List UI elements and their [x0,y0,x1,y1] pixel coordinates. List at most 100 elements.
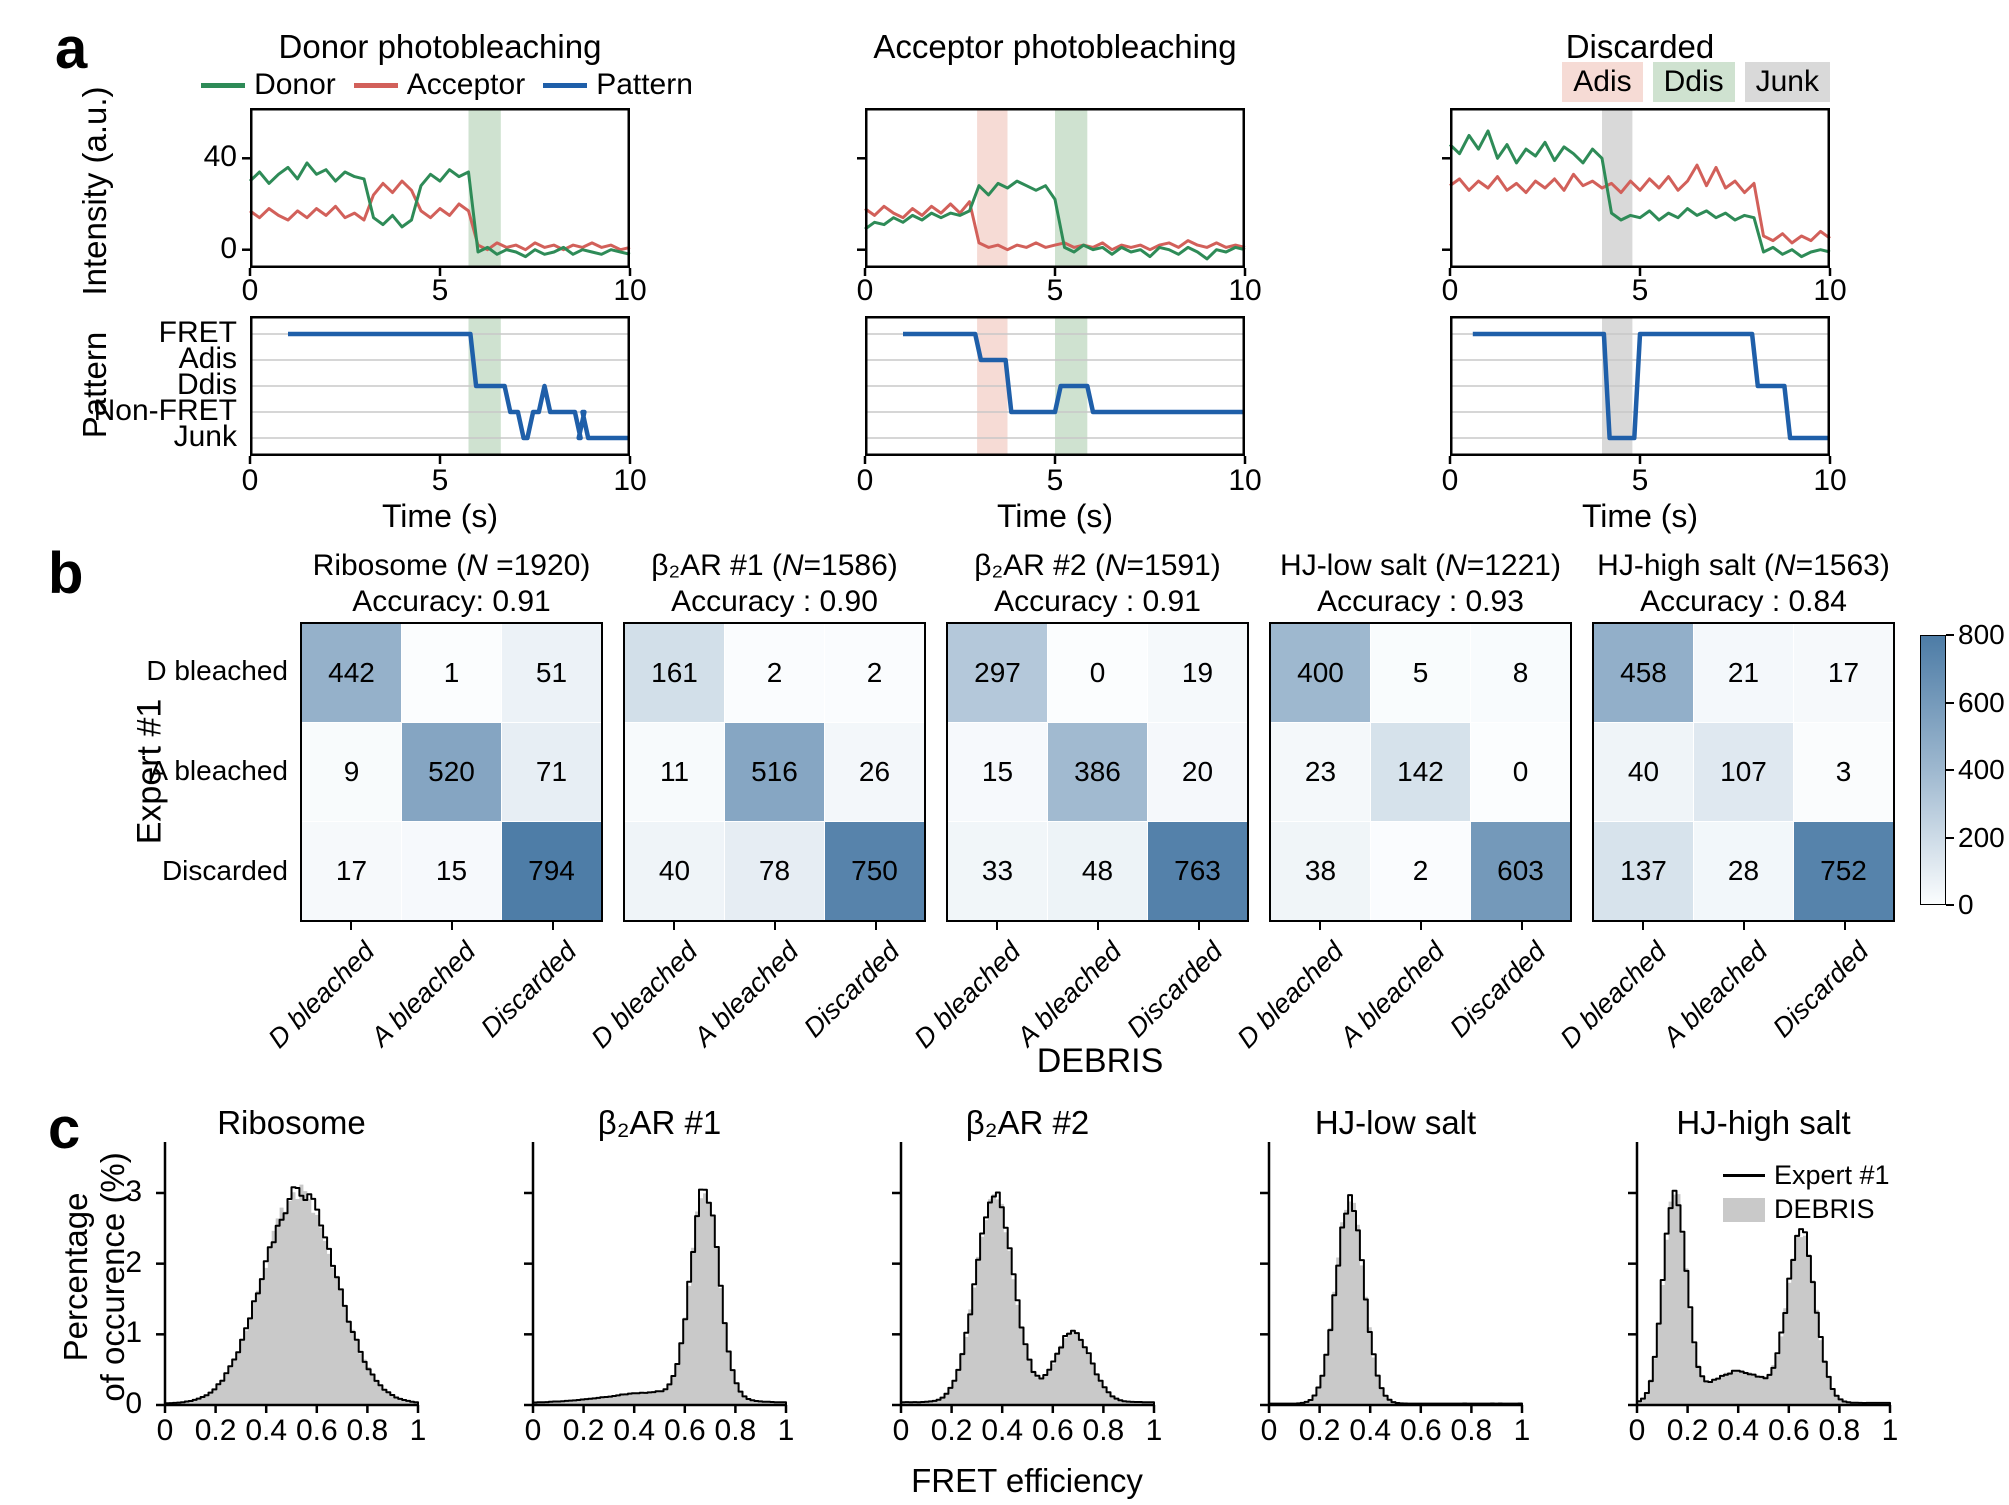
col-tick [551,922,554,930]
intensity-x-tick-label: 0 [856,274,874,307]
pattern-x-tick-label: 10 [613,464,647,497]
expert1-histogram-outline [900,1191,1155,1405]
expert1-line-swatch [1723,1174,1765,1177]
highlight-band [468,109,501,267]
pattern-level-label: Junk [173,420,237,453]
highlight-band [1055,109,1088,267]
pattern-x-tick-label: 10 [1228,464,1262,497]
histogram-x-tick-label: 0.4 [245,1414,288,1447]
pattern-trace [903,331,1245,415]
matrix-cell: 2 [1371,822,1470,920]
matrix-cell: 752 [1794,822,1893,920]
matrix-cell: 71 [502,723,601,821]
donor-trace [864,179,1246,261]
matrix-accuracy: Accuracy : 0.90 [671,585,878,618]
histogram-x-tick-label: 0 [1628,1414,1646,1447]
col-tick [995,922,998,930]
matrix-title-text: =1563) [1795,549,1890,582]
matrix-cell: 11 [625,723,724,821]
debris-histogram-fill [901,1194,1154,1405]
matrix-cell: 3 [1794,723,1893,821]
matrix-cell: 15 [402,822,501,920]
badge-ddis: Ddis [1652,62,1735,102]
panel-b-label: b [48,541,84,606]
panel-c-label: c [48,1096,81,1161]
pattern-plot-0 [248,316,632,464]
histogram-x-tick-label: 0.6 [295,1414,338,1447]
legend-label-donor: Donor [254,68,336,101]
matrix-cell: 33 [948,822,1047,920]
confusion-matrix-1: 161 2 2 11 516 26 40 78 750 [623,622,926,922]
matrix-cell: 1 [402,624,501,722]
matrix-cell: 9 [302,723,401,821]
matrix-cell: 23 [1271,723,1370,821]
colorbar-tick-label: 400 [1958,754,2005,785]
matrix-cell: 0 [1048,624,1147,722]
histogram-title: Ribosome [217,1104,366,1141]
histogram-x-tick-label: 0.6 [1767,1414,1810,1447]
histogram-y-tick-label: 3 [125,1174,142,1208]
acceptor-line-swatch [353,82,398,88]
matrix-cell: 794 [502,822,601,920]
col-tick [874,922,877,930]
plot-column-2: Discarded 0 5 10 0 5 10 Time (s) [1442,28,1847,540]
pattern-line-swatch [543,82,588,88]
matrix-accuracy: Accuracy : 0.84 [1640,585,1847,618]
row-tick-label: Discarded [161,855,288,886]
debris-histogram-fill [1269,1201,1522,1405]
expert1-histogram-outline [164,1186,419,1405]
colorbar-tick-label: 800 [1958,619,2005,650]
pattern-trace [1472,331,1830,441]
histogram-x-tick-label: 0.4 [1717,1414,1760,1447]
pattern-x-tick-label: 5 [1046,464,1064,497]
trace-legend: Donor Acceptor Pattern [201,68,693,102]
plot-border [865,316,1245,456]
matrix-cell: 51 [502,624,601,722]
histogram-x-tick-label: 0.2 [194,1414,237,1447]
matrix-cell: 458 [1594,624,1693,722]
histogram-x-tick-label: 0.4 [613,1414,656,1447]
histogram-x-tick-label: 0.8 [1818,1414,1861,1447]
matrix-title: HJ-low salt (N=1221) [1229,549,1612,583]
debris-histogram-fill [165,1184,418,1405]
expert1-histogram-outline [1636,1189,1891,1405]
intensity-x-tick-label: 10 [613,274,647,307]
histogram-x-tick-label: 0.2 [930,1414,973,1447]
col-tick [1318,922,1321,930]
col-tick [1096,922,1099,930]
matrix-cell: 21 [1694,624,1793,722]
matrix-cell: 386 [1048,723,1147,821]
plot-title: Donor photobleaching [278,28,602,65]
colorbar-tick [1946,836,1954,839]
col-tick [1197,922,1200,930]
expert1-histogram-outline [532,1188,787,1405]
badge-adis: Adis [1562,62,1643,102]
acceptor-trace [1449,163,1831,245]
matrix-cell: 107 [1694,723,1793,821]
histogram-x-tick-label: 1 [777,1414,795,1447]
intensity-x-tick-label: 0 [1441,274,1459,307]
matrix-cell: 38 [1271,822,1370,920]
pattern-plot-1 [863,316,1247,464]
plot-column-0: Donor photobleaching 0 5 10 0 5 10 Time (s) [242,28,647,540]
confusion-matrix-0: 442 1 51 9 520 71 17 15 794 [300,622,603,922]
histogram-title: β₂AR #1 [597,1104,722,1141]
pattern-x-tick-label: 0 [241,464,259,497]
matrix-cell: 750 [825,822,924,920]
matrix-cell: 400 [1271,624,1370,722]
col-tick [773,922,776,930]
colorbar-tick [1946,904,1954,906]
histogram-x-tick-label: 0 [524,1414,542,1447]
matrix-title-text: β₂AR #2 ( [974,549,1105,582]
histogram-title: β₂AR #2 [965,1104,1090,1141]
acceptor-trace [864,200,1246,252]
histogram-plot-2 [892,1142,1156,1413]
col-tick [349,922,352,930]
histogram-legend: Expert #1 DEBRIS [1723,1160,1890,1228]
histogram-x-tick-label: 0.6 [1399,1414,1442,1447]
legend-label-acceptor: Acceptor [406,68,526,101]
legend-label-pattern: Pattern [596,68,693,101]
pattern-level-label: FRET [158,316,237,349]
matrix-title-text: Ribosome ( [312,549,467,582]
